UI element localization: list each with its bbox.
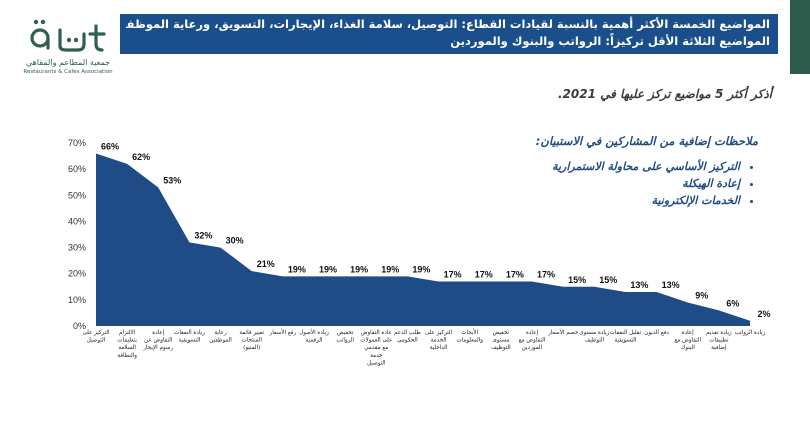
value-label: 19% [412, 264, 430, 274]
y-tick-label: 30% [68, 243, 86, 253]
x-tick-label: الالتزام بتعليمات السلامة والنظافة [117, 330, 137, 359]
x-tick-label: رعاية الموظفين [209, 330, 232, 344]
headline-line-1: المواضيع الخمسة الأكثر أهمية بالنسبة لقي… [126, 17, 770, 31]
notes-item: إعادة الهيكلة [470, 175, 740, 192]
x-tick-label: زيادة الأصول الرقمية [299, 328, 329, 344]
value-label: 13% [630, 280, 648, 290]
x-tick-label: تقليل النفقات التسويقية [610, 330, 642, 344]
value-label: 66% [101, 141, 119, 151]
x-tick-label: إعادة التفاوض عن رسوم الإيجار [142, 330, 173, 351]
value-label: 19% [381, 264, 399, 274]
notes-title: ملاحظات إضافية من المشاركين في الاستبيان… [535, 134, 758, 148]
logo-name-en: Restaurants & Cafes Association [23, 69, 113, 75]
logo-name-ar: جمعية المطاعم والمقاهي [25, 58, 111, 67]
notes-item: الخدمات الإلكترونية [470, 192, 740, 209]
x-tick-label: التركيز على التوصيل [82, 329, 110, 344]
area-series [96, 153, 750, 326]
value-label: 2% [757, 309, 770, 319]
value-label: 19% [319, 264, 337, 274]
y-tick-label: 40% [68, 216, 86, 226]
x-tick-label: تغيير قائمة المنتجات (المنيو) [239, 330, 264, 351]
y-tick-label: 0% [73, 321, 86, 331]
x-tick-label: زيادة تقديم تطبيقات إضافية [706, 330, 732, 351]
headline-line-2: المواضيع الثلاثة الأقل تركيزاً: الرواتب … [450, 34, 770, 48]
x-tick-label: زيادة الرواتب [735, 330, 766, 336]
value-label: 6% [726, 298, 739, 308]
value-label: 30% [226, 236, 244, 246]
notes-panel: ملاحظات إضافية من المشاركين في الاستبيان… [470, 134, 758, 209]
value-label: 19% [288, 264, 306, 274]
logo: جمعية المطاعم والمقاهي Restaurants & Caf… [18, 14, 118, 84]
value-label: 9% [695, 290, 708, 300]
value-label: 19% [350, 264, 368, 274]
notes-item: التركيز الأساسي على محاولة الاستمرارية [470, 158, 740, 175]
y-tick-label: 10% [68, 295, 86, 305]
x-tick-label: خصم الأسعار [547, 328, 579, 336]
x-axis-labels: التركيز على التوصيل الالتزام بتعليمات السلام… [82, 328, 765, 366]
y-tick-label: 50% [68, 190, 86, 200]
value-label: 17% [506, 270, 524, 280]
x-tick-label: زيادة النفقات التسويقية [174, 330, 205, 344]
chart-subtitle: أذكر أكثر 5 مواضيع تركز عليها في 2021. [557, 87, 772, 101]
x-tick-label: الأبحاث والمعلومات [456, 328, 483, 344]
x-tick-label: إعادة التفاوض مع الموردين [519, 330, 546, 351]
notes-list: التركيز الأساسي على محاولة الاستمرارية إ… [470, 158, 758, 209]
value-label: 17% [475, 270, 493, 280]
value-labels: 66% 62% 53% 32% 30% 21% 19% 19% 19% 19% 19% 17% 17% 1… [101, 141, 771, 318]
x-tick-label: زيادة مستوى التوظيف [579, 330, 609, 344]
x-tick-label: رفع الأسعار [269, 328, 297, 336]
x-tick-label: تخفيض الرواتب [336, 330, 354, 344]
y-tick-label: 20% [68, 269, 86, 279]
value-label: 15% [568, 275, 586, 285]
value-label: 21% [257, 259, 275, 269]
x-tick-label: عادة التفاوض على العمولات مع مقدمي خدمة التو… [360, 330, 392, 366]
logo-mark-icon [30, 19, 106, 52]
headline-banner: المواضيع الخمسة الأكثر أهمية بالنسبة لقي… [120, 14, 778, 54]
value-label: 32% [194, 230, 212, 240]
value-label: 17% [444, 270, 462, 280]
y-tick-label: 60% [68, 164, 86, 174]
y-tick-label: 70% [68, 138, 86, 148]
x-tick-label: طلب الدعم الحكومي [394, 330, 421, 344]
x-tick-label: التركيز على الخدمة الداخلية [425, 329, 453, 351]
y-axis: 0% 10% 20% 30% 40% 50% 60% 70% [68, 138, 86, 331]
value-label: 15% [599, 275, 617, 285]
value-label: 53% [163, 175, 181, 185]
value-label: 62% [132, 152, 150, 162]
value-label: 13% [662, 280, 680, 290]
x-tick-label: دفع الديون [644, 330, 669, 336]
x-tick-label: إعادة التفاوض مع البنوك [674, 330, 701, 351]
x-tick-label: تخفيض مستوى التوظيف [491, 330, 511, 351]
edge-accent-bar [790, 0, 810, 74]
value-label: 17% [537, 270, 555, 280]
